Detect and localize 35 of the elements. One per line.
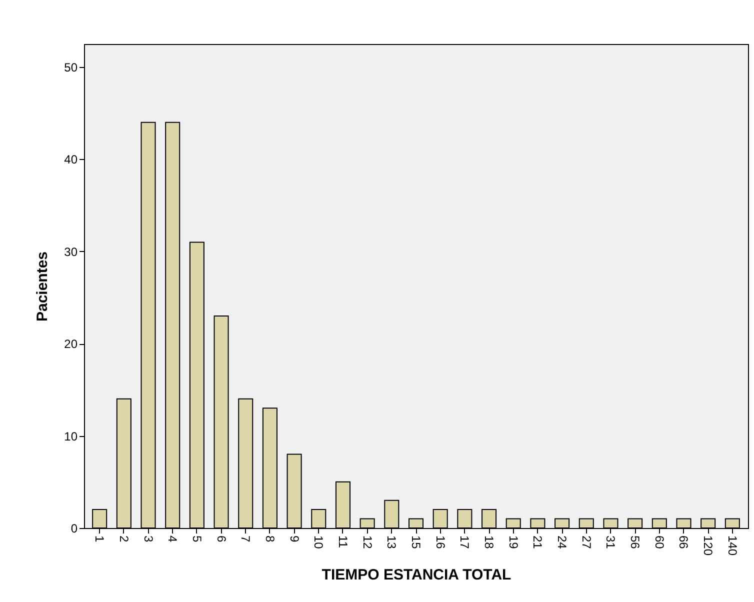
x-tick-label: 7 (238, 536, 253, 542)
x-tick-label: 2 (116, 536, 131, 542)
x-tick-label: 11 (336, 536, 350, 548)
x-tick-label: 1 (92, 536, 107, 542)
y-tick-label: 0 (70, 522, 78, 536)
x-tick-label: 5 (190, 536, 204, 542)
y-axis-title: Pacientes (34, 251, 52, 322)
x-tick-label: 18 (482, 536, 496, 550)
x-tick-label: 12 (360, 536, 374, 550)
x-tick-label: 4 (166, 536, 180, 542)
x-tick-label: 9 (287, 536, 302, 542)
x-tick-label: 8 (262, 536, 277, 542)
x-tick-label: 120 (701, 536, 716, 556)
x-tick-label: 17 (458, 536, 472, 550)
y-tick-label: 50 (64, 60, 78, 75)
x-tick-label: 13 (384, 536, 399, 550)
x-tick-label: 31 (604, 536, 618, 550)
y-tick-label: 30 (64, 244, 78, 259)
x-tick-label: 66 (676, 536, 691, 550)
x-tick-label: 16 (433, 536, 448, 550)
x-tick-label: 3 (141, 536, 156, 542)
x-tick-label: 24 (555, 536, 570, 550)
x-tick-label: 56 (628, 536, 642, 550)
x-tick-label: 60 (652, 536, 666, 550)
x-tick-label: 6 (214, 536, 228, 542)
x-tick-label: 10 (312, 536, 326, 550)
y-tick-label: 10 (64, 429, 78, 444)
y-tick-label: 20 (64, 337, 78, 352)
x-axis-title: TIEMPO ESTANCIA TOTAL (322, 566, 512, 584)
y-tick-label: 40 (64, 152, 78, 167)
x-tick-label: 27 (579, 536, 594, 550)
x-tick-label: 21 (530, 536, 545, 550)
x-tick-label: 15 (409, 536, 423, 550)
x-tick-label: 140 (725, 536, 740, 556)
x-tick-label: 19 (506, 536, 520, 550)
